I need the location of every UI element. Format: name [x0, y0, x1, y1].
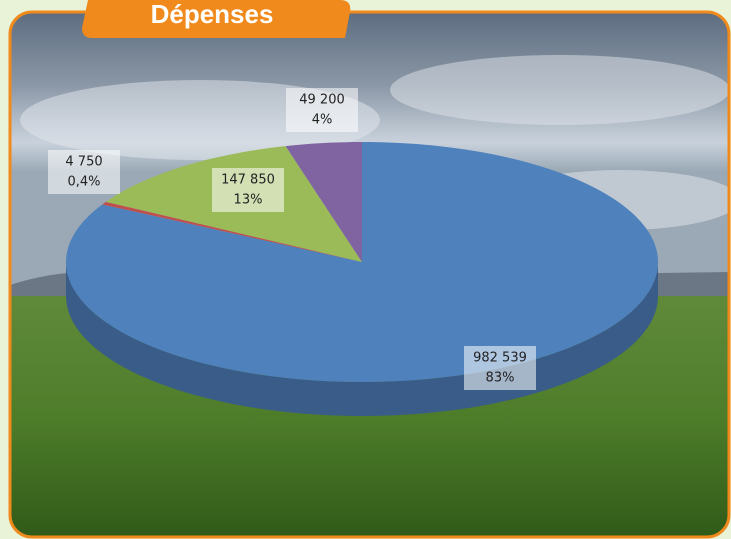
percent-label: 4% [312, 113, 333, 128]
value-label: 982 539 [473, 351, 527, 366]
percent-label: 83% [486, 371, 515, 386]
percent-label: 13% [234, 193, 263, 208]
value-label: 147 850 [221, 173, 275, 188]
percent-label: 0,4% [67, 175, 100, 190]
chart-title: Dépenses [151, 0, 274, 29]
chart: Dépenses 982 539 83% 4 750 0,4% 147 850 13% 49… [0, 0, 731, 539]
value-label: 49 200 [299, 93, 345, 108]
cloud [390, 55, 730, 125]
value-label: 4 750 [65, 155, 102, 170]
